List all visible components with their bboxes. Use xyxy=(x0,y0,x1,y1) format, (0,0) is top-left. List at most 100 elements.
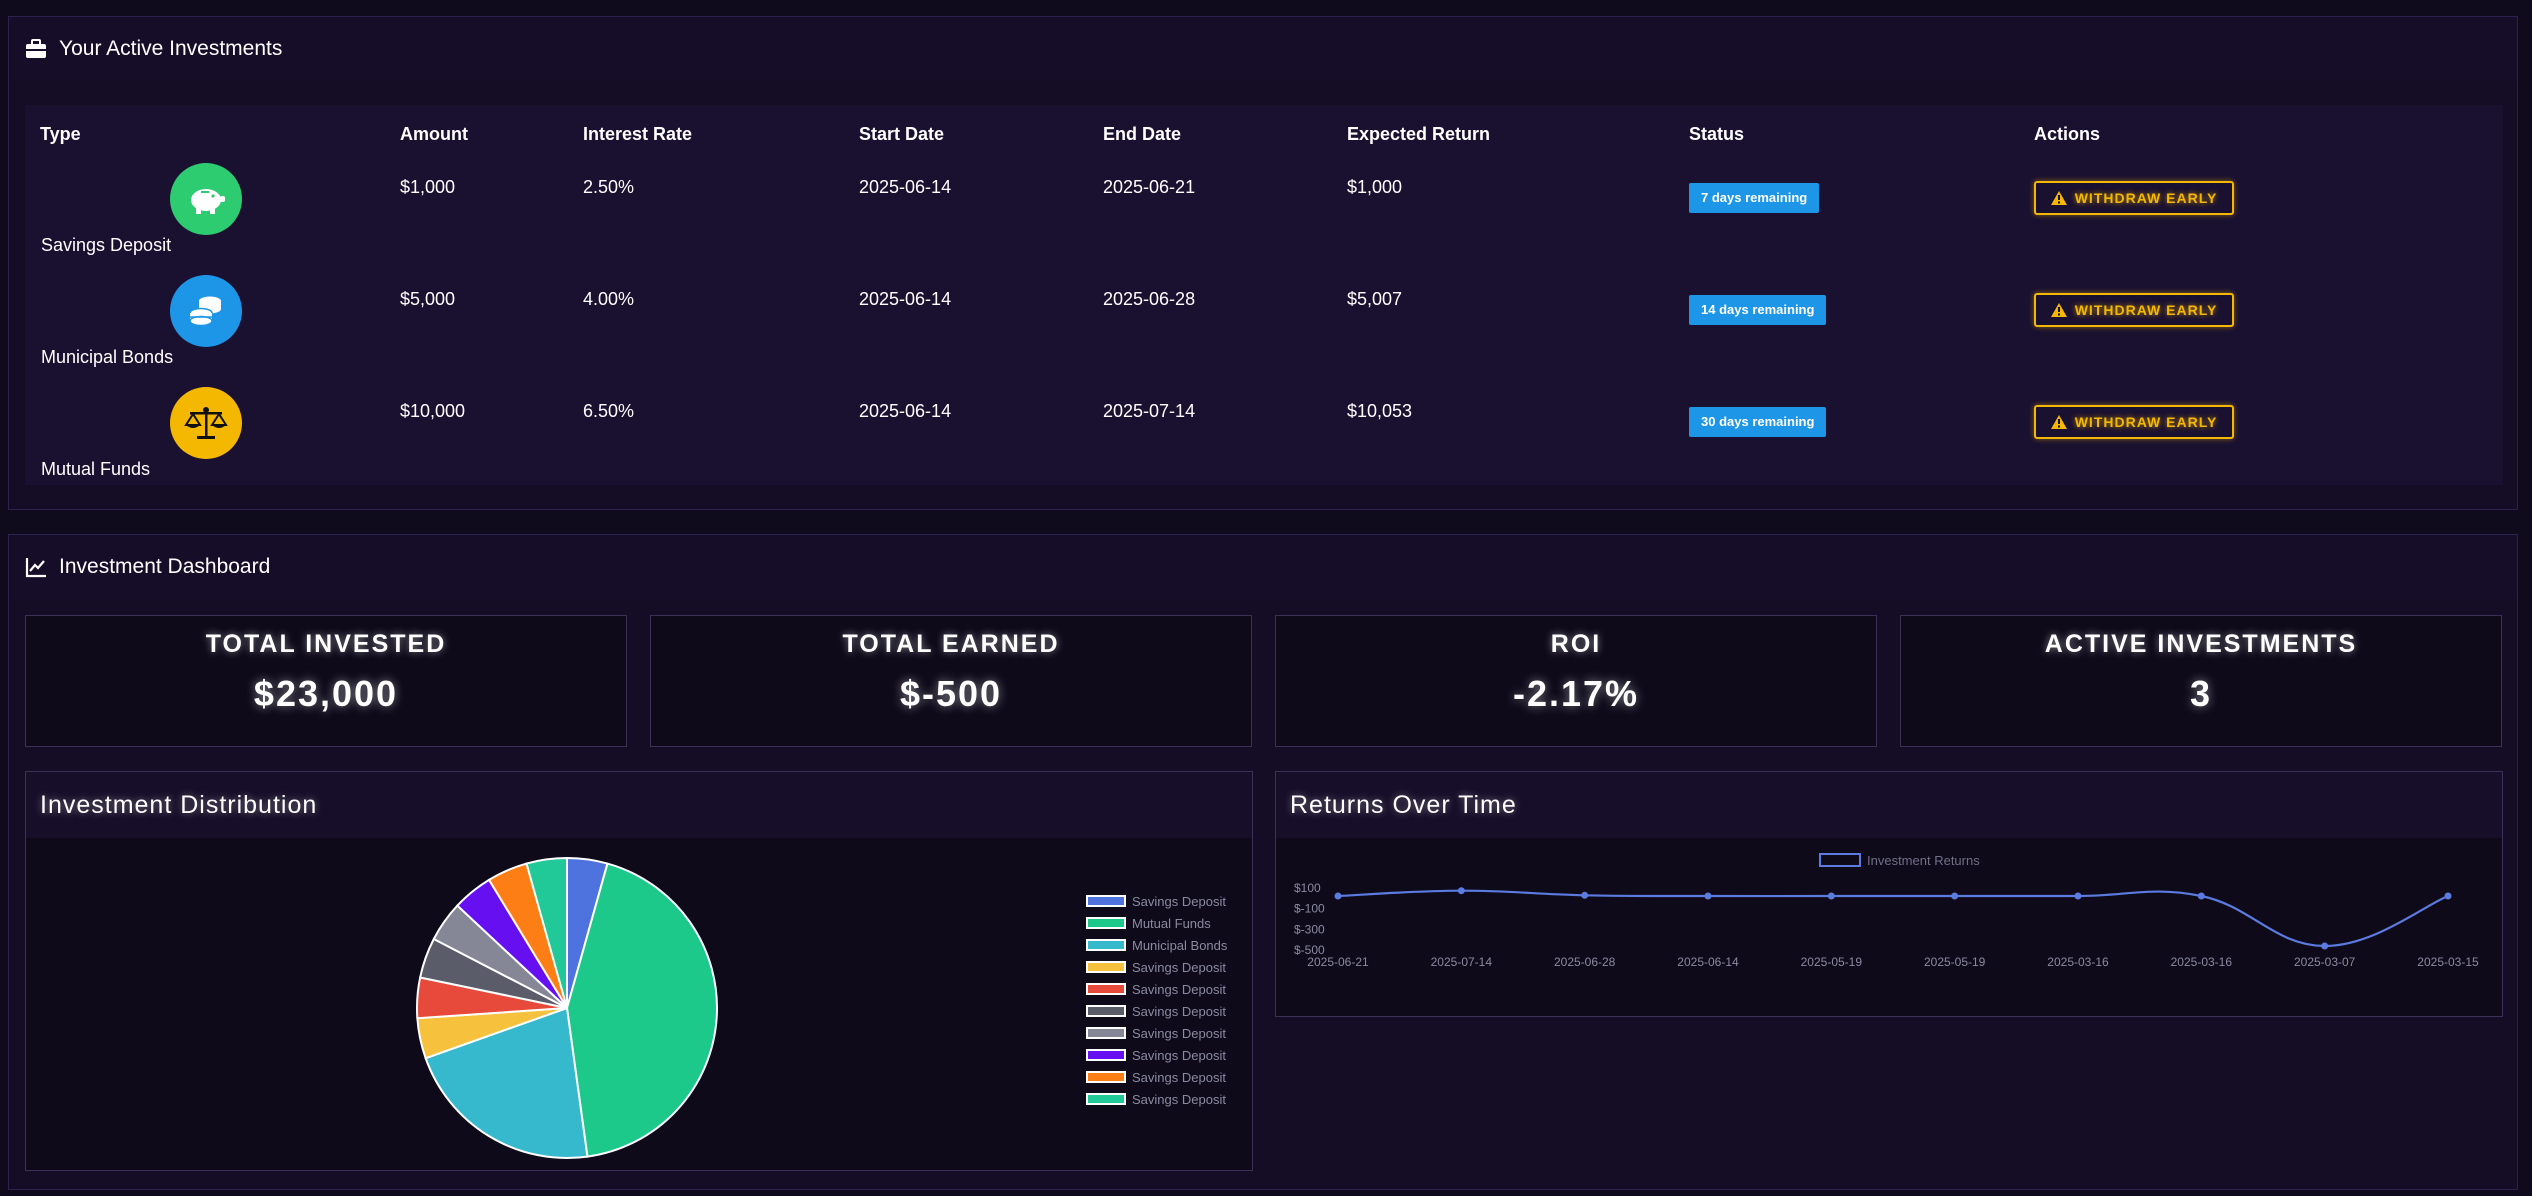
investment-start-date: 2025-06-14 xyxy=(859,289,952,309)
legend-item[interactable]: Municipal Bonds xyxy=(1086,938,1227,953)
data-point[interactable] xyxy=(2321,942,2329,950)
legend-item[interactable]: Savings Deposit xyxy=(1086,894,1226,909)
pie-slice xyxy=(565,862,718,1158)
investment-amount: $10,000 xyxy=(400,401,466,421)
withdraw-early-button[interactable]: WITHDRAW EARLY xyxy=(2034,181,2234,215)
pie-slice xyxy=(424,1006,589,1159)
legend-label: Savings Deposit xyxy=(1132,959,1226,975)
x-tick-label: 2025-06-21 xyxy=(1307,955,1369,969)
legend-label: Mutual Funds xyxy=(1132,915,1211,931)
investment-end-date: 2025-06-21 xyxy=(1103,177,1196,197)
investment-expected-return: $5,007 xyxy=(1347,289,1403,309)
stat-label: ROI xyxy=(1550,630,1602,658)
legend-item[interactable]: Savings Deposit xyxy=(1086,959,1226,975)
data-point[interactable] xyxy=(1951,892,1959,900)
x-tick-label: 2025-03-16 xyxy=(2047,955,2109,969)
status-badge: 14 days remaining xyxy=(1689,295,1827,325)
legend-item[interactable]: Savings Deposit xyxy=(1086,1026,1226,1041)
stat-value: $-500 xyxy=(899,673,1003,714)
legend-item[interactable]: Savings Deposit xyxy=(1086,1070,1226,1085)
returns-line-chart: Investment Returns$100$-100$-300$-500202… xyxy=(1294,853,2479,969)
investment-rate: 6.50% xyxy=(583,401,635,421)
investment-rate: 4.00% xyxy=(583,289,635,309)
legend-swatch xyxy=(1086,1071,1126,1083)
investment-end-date: 2025-07-14 xyxy=(1103,401,1196,421)
x-tick-label: 2025-06-28 xyxy=(1554,955,1616,969)
stat-card-total-invested: TOTAL INVESTED $23,000 xyxy=(25,615,627,747)
table-row: Mutual Funds $10,000 6.50% 2025-06-14 20… xyxy=(25,381,2503,493)
warning-icon xyxy=(2050,191,2067,205)
stat-label: ACTIVE INVESTMENTS xyxy=(2044,630,2358,658)
legend-label: Savings Deposit xyxy=(1132,1003,1226,1019)
active-investments-title: Your Active Investments xyxy=(59,37,283,60)
table-row: Savings Deposit $1,000 2.50% 2025-06-14 … xyxy=(25,157,2503,269)
legend-item[interactable]: Savings Deposit xyxy=(1086,1003,1226,1019)
legend-item[interactable]: Mutual Funds xyxy=(1086,915,1211,931)
stat-card-total-earned: TOTAL EARNED $-500 xyxy=(650,615,1252,747)
data-point[interactable] xyxy=(2197,892,2205,900)
y-tick-label: $-100 xyxy=(1294,902,1325,916)
data-point[interactable] xyxy=(1457,887,1465,895)
briefcase-icon xyxy=(25,38,47,60)
legend-swatch xyxy=(1819,853,1861,867)
legend-item[interactable]: Savings Deposit xyxy=(1086,981,1226,997)
x-tick-label: 2025-03-15 xyxy=(2417,955,2479,969)
legend-swatch xyxy=(1086,939,1126,951)
legend-swatch xyxy=(1086,1027,1126,1039)
data-point[interactable] xyxy=(2074,892,2082,900)
stat-value: 3 xyxy=(2189,673,2213,714)
stat-value: $23,000 xyxy=(253,673,399,714)
legend-label[interactable]: Investment Returns xyxy=(1867,853,1980,868)
investment-amount: $5,000 xyxy=(400,289,456,309)
column-header-expected-return: Expected Return xyxy=(1347,124,1491,144)
data-point[interactable] xyxy=(1827,892,1835,900)
stat-card-roi: ROI -2.17% xyxy=(1275,615,1877,747)
column-header-start-date: Start Date xyxy=(859,124,945,144)
investment-end-date: 2025-06-28 xyxy=(1103,289,1196,309)
y-tick-label: $-300 xyxy=(1294,922,1325,936)
legend-swatch xyxy=(1086,895,1126,907)
column-header-type: Type xyxy=(40,124,81,144)
legend-item[interactable]: Savings Deposit xyxy=(1086,1092,1226,1107)
returns-over-time-card: Returns Over Time Investment Returns $100… xyxy=(1275,771,2503,1017)
withdraw-early-button[interactable]: WITHDRAW EARLY xyxy=(2034,405,2234,439)
column-header-interest-rate: Interest Rate xyxy=(583,124,693,144)
pie-slice xyxy=(525,856,568,1009)
dashboard-title: Investment Dashboard xyxy=(59,555,271,578)
column-header-end-date: End Date xyxy=(1103,124,1182,144)
investment-distribution-card: Investment Distribution Savings Deposit M… xyxy=(25,771,1253,1171)
y-tick-label: $100 xyxy=(1294,881,1321,895)
y-tick-label: $-500 xyxy=(1294,943,1325,957)
data-point[interactable] xyxy=(2444,892,2452,900)
stat-value: -2.17% xyxy=(1512,673,1640,714)
investment-rate: 2.50% xyxy=(583,177,635,197)
withdraw-early-button[interactable]: WITHDRAW EARLY xyxy=(2034,293,2234,327)
stat-label: TOTAL EARNED xyxy=(842,630,1060,658)
legend-swatch xyxy=(1086,1049,1126,1061)
stat-label: TOTAL INVESTED xyxy=(205,630,447,658)
x-tick-label: 2025-03-07 xyxy=(2294,955,2356,969)
investment-start-date: 2025-06-14 xyxy=(859,177,952,197)
x-tick-label: 2025-05-19 xyxy=(1801,955,1863,969)
warning-icon xyxy=(2050,303,2067,317)
legend-label: Savings Deposit xyxy=(1132,981,1226,997)
withdraw-early-label: WITHDRAW EARLY xyxy=(2074,302,2218,318)
balance-scale-icon xyxy=(170,387,242,459)
coins-icon xyxy=(170,275,242,347)
data-point[interactable] xyxy=(1581,891,1589,899)
x-tick-label: 2025-07-14 xyxy=(1431,955,1493,969)
legend-swatch xyxy=(1086,961,1126,973)
legend-item[interactable]: Savings Deposit xyxy=(1086,1048,1226,1063)
table-row: Municipal Bonds $5,000 4.00% 2025-06-14 … xyxy=(25,269,2503,381)
status-badge: 30 days remaining xyxy=(1689,407,1827,437)
investment-amount: $1,000 xyxy=(400,177,456,197)
data-point[interactable] xyxy=(1704,892,1712,900)
column-header-amount: Amount xyxy=(400,124,468,144)
data-point[interactable] xyxy=(1334,892,1342,900)
warning-icon xyxy=(2050,415,2067,429)
withdraw-early-label: WITHDRAW EARLY xyxy=(2074,190,2218,206)
legend-swatch xyxy=(1086,1005,1126,1017)
investments-table: Type Amount Interest Rate Start Date End… xyxy=(25,105,2503,485)
dashboard-header: Investment Dashboard xyxy=(9,535,2517,599)
investment-type: Savings Deposit xyxy=(41,235,172,255)
